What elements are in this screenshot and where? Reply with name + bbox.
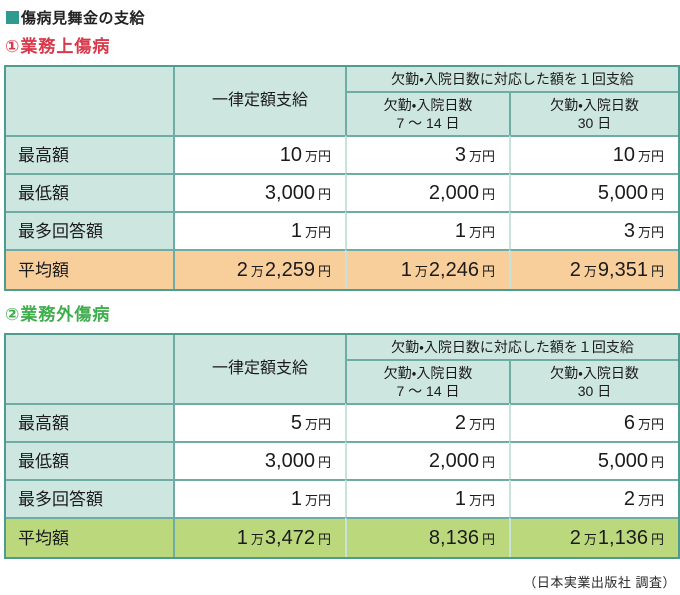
value-cell: 2 万円 bbox=[345, 403, 509, 441]
value-cell: 10 万円 bbox=[173, 135, 345, 173]
column-header-sub-7-14: 欠勤・入院日数 7 〜 14 日 bbox=[345, 359, 509, 403]
page-title-row: 傷病見舞金の支給 bbox=[6, 7, 676, 27]
payment-table-work-related: 一律定額支給 欠勤・入院日数に対応した額を１回支給 欠勤・入院日数 7 〜 14… bbox=[4, 65, 680, 291]
section-heading-work-related: ①業務上傷病 bbox=[5, 37, 111, 56]
value-cell: 1 万円 bbox=[345, 479, 509, 517]
row-label: 最高額 bbox=[6, 403, 173, 441]
column-header-group: 欠勤・入院日数に対応した額を１回支給 bbox=[345, 67, 678, 91]
value-cell: 6 万円 bbox=[509, 403, 678, 441]
page-title: 傷病見舞金の支給 bbox=[21, 9, 146, 27]
row-label: 平均額 bbox=[6, 249, 173, 289]
value-cell: 1 万円 bbox=[345, 211, 509, 249]
value-cell: 10 万円 bbox=[509, 135, 678, 173]
row-label: 最高額 bbox=[6, 135, 173, 173]
source-note: （日本実業出版社 調査） bbox=[523, 575, 676, 590]
row-label: 平均額 bbox=[6, 517, 173, 557]
corner-cell bbox=[6, 335, 173, 403]
row-label: 最低額 bbox=[6, 173, 173, 211]
value-cell: 2 万円 bbox=[509, 479, 678, 517]
column-header-flat: 一律定額支給 bbox=[173, 335, 345, 403]
column-header-flat: 一律定額支給 bbox=[173, 67, 345, 135]
value-cell: 8,136 円 bbox=[345, 517, 509, 557]
value-cell: 3,000 円 bbox=[173, 173, 345, 211]
value-cell: 2 万2,259 円 bbox=[173, 249, 345, 289]
title-square-icon bbox=[6, 10, 19, 24]
value-cell: 3,000 円 bbox=[173, 441, 345, 479]
value-cell: 2 万9,351 円 bbox=[509, 249, 678, 289]
corner-cell bbox=[6, 67, 173, 135]
row-label: 最多回答額 bbox=[6, 211, 173, 249]
row-label: 最多回答額 bbox=[6, 479, 173, 517]
column-header-group: 欠勤・入院日数に対応した額を１回支給 bbox=[345, 335, 678, 359]
value-cell: 2 万1,136 円 bbox=[509, 517, 678, 557]
column-header-sub-30: 欠勤・入院日数 30 日 bbox=[509, 91, 678, 135]
value-cell: 2,000 円 bbox=[345, 173, 509, 211]
value-cell: 5,000 円 bbox=[509, 441, 678, 479]
value-cell: 5,000 円 bbox=[509, 173, 678, 211]
value-cell: 1 万円 bbox=[173, 479, 345, 517]
value-cell: 1 万2,246 円 bbox=[345, 249, 509, 289]
row-label: 最低額 bbox=[6, 441, 173, 479]
column-header-sub-7-14: 欠勤・入院日数 7 〜 14 日 bbox=[345, 91, 509, 135]
value-cell: 3 万円 bbox=[509, 211, 678, 249]
value-cell: 1 万円 bbox=[173, 211, 345, 249]
value-cell: 3 万円 bbox=[345, 135, 509, 173]
section-heading-non-work-related: ②業務外傷病 bbox=[5, 305, 111, 324]
value-cell: 5 万円 bbox=[173, 403, 345, 441]
value-cell: 2,000 円 bbox=[345, 441, 509, 479]
payment-table-non-work-related: 一律定額支給 欠勤・入院日数に対応した額を１回支給 欠勤・入院日数 7 〜 14… bbox=[4, 333, 680, 559]
value-cell: 1 万3,472 円 bbox=[173, 517, 345, 557]
column-header-sub-30: 欠勤・入院日数 30 日 bbox=[509, 359, 678, 403]
